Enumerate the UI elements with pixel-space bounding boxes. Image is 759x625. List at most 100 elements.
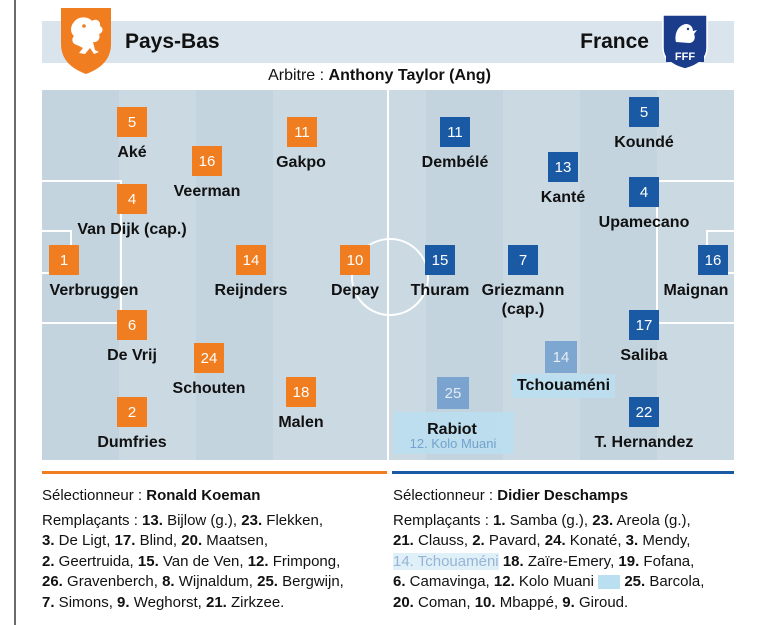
player-number: 22 [629, 397, 659, 427]
highlight-overlay [512, 374, 615, 398]
sub-number: 25. [624, 573, 646, 590]
player-number: 16 [192, 146, 222, 176]
home-coach-line: Sélectionneur : Ronald Koeman [42, 486, 390, 507]
home-team-name: Pays-Bas [125, 30, 220, 53]
player-number: 11 [287, 117, 317, 147]
sub-number: 12. [247, 552, 269, 570]
away-info: Sélectionneur : Didier Deschamps Remplaç… [393, 486, 738, 613]
player-number: 13 [548, 152, 578, 182]
sub-number: 2. [472, 532, 485, 549]
player-name: Schouten [172, 380, 246, 397]
sub-number: 12. [493, 573, 515, 590]
sub-number: 13. [142, 511, 163, 529]
referee-name: Anthony Taylor (Ang) [328, 67, 491, 84]
sub-name: Clauss, [413, 532, 473, 549]
sub-number: 23. [592, 511, 614, 529]
center-circle [351, 238, 429, 316]
away-coach-line: Sélectionneur : Didier Deschamps [393, 486, 738, 507]
sub-name: Areola (g.), [613, 511, 691, 529]
player-name: Depay [330, 282, 380, 299]
sub-number: 23. [241, 511, 263, 529]
player-number: 6 [117, 310, 147, 340]
highlight-overlay [598, 575, 621, 590]
sub-number: 7. [42, 593, 55, 611]
player-name: Gakpo [276, 154, 326, 171]
sub-name: Weghorst, [129, 593, 206, 611]
player-number: 17 [629, 310, 659, 340]
sub-name: Pavard, [484, 532, 545, 549]
netherlands-lion-crest-icon [61, 8, 111, 74]
sub-number: 10. [474, 593, 496, 611]
player-number: 25 [437, 377, 469, 409]
player-name: Rabiot [427, 421, 477, 438]
sub-name: Kolo Muani [514, 573, 599, 590]
sub-number: 9. [562, 593, 575, 611]
fff-crest-text: FFF [675, 51, 695, 63]
sub-name: Mbappé, [495, 593, 563, 611]
sub-name: Wijnaldum, [174, 573, 258, 590]
sub-number: 17. [114, 532, 136, 549]
sub-name: Bergwijn, [277, 573, 344, 590]
sub-number: 15. [137, 552, 159, 570]
sub-name: Simons, [54, 593, 118, 611]
player-name: Saliba [620, 347, 668, 364]
player-name: Maignan [663, 282, 729, 299]
sub-number: 2. [42, 552, 55, 570]
player-number: 7 [508, 245, 538, 275]
away-penalty-box [656, 180, 738, 324]
player-number: 24 [194, 343, 224, 373]
player-name: Upamecano [598, 214, 690, 231]
sub-number: 18. [502, 552, 524, 570]
sub-name: Gravenberch, [62, 573, 163, 590]
player-name: Kanté [540, 189, 586, 206]
sub-number: 20. [393, 593, 414, 611]
sub-name: Giroud. [574, 593, 629, 611]
player-name: Malen [278, 414, 324, 431]
coach-label: Sélectionneur : [393, 487, 494, 504]
sub-number: 3. [625, 532, 639, 549]
away-divider [392, 471, 734, 474]
sub-number: 25. [257, 573, 278, 590]
left-border [14, 0, 16, 625]
sub-number: 26. [42, 573, 63, 590]
sub-name: Zirkzee. [226, 593, 285, 611]
home-divider [42, 471, 387, 474]
sub-name: Zaïre-Emery, [523, 552, 619, 570]
subs-label: Remplaçants : [42, 511, 138, 529]
sub-name: Konaté, [565, 532, 626, 549]
sub-number: 1. [493, 511, 506, 529]
ghost-sub-label: 12. Kolo Muani [409, 436, 497, 451]
player-number: 14 [236, 245, 266, 275]
sub-name: Maatsen, [202, 532, 268, 549]
sub-name: Frimpong, [268, 552, 341, 570]
sub-name: De Ligt, [54, 532, 115, 549]
coach-label: Sélectionneur : [42, 487, 143, 504]
home-coach-name: Ronald Koeman [146, 487, 261, 504]
player-name: Veerman [173, 183, 241, 200]
sub-number: 20. [181, 532, 203, 549]
player-name: De Vrij [107, 347, 157, 364]
subs-label: Remplaçants : [393, 511, 489, 529]
sub-name: Samba (g.), [505, 511, 593, 529]
sub-name: Fofana, [639, 552, 695, 570]
player-number: 2 [117, 397, 147, 427]
sub-name: Van de Ven, [158, 552, 248, 570]
sub-name: Coman, [413, 593, 475, 611]
sub-number: 3. [42, 532, 55, 549]
player-name: Aké [117, 144, 147, 161]
player-number: 11 [440, 117, 470, 147]
sub-name: Camavinga, [405, 573, 494, 590]
referee-line: Arbitre : Anthony Taylor (Ang) [0, 67, 759, 85]
player-number: 16 [698, 245, 728, 275]
player-name: Thuram [410, 282, 470, 299]
pitch [40, 90, 738, 460]
sub-name: Flekken, [262, 511, 323, 529]
sub-number: 8. [162, 573, 175, 590]
away-coach-name: Didier Deschamps [497, 487, 629, 504]
player-name: Verbruggen [49, 282, 139, 299]
sub-number: 21. [205, 593, 227, 611]
away-subs: Remplaçants : 1. Samba (g.), 23. Areola … [393, 511, 738, 614]
home-penalty-box [40, 180, 122, 324]
ghost-sub-entry: 14. Tchouaméni [393, 552, 499, 570]
